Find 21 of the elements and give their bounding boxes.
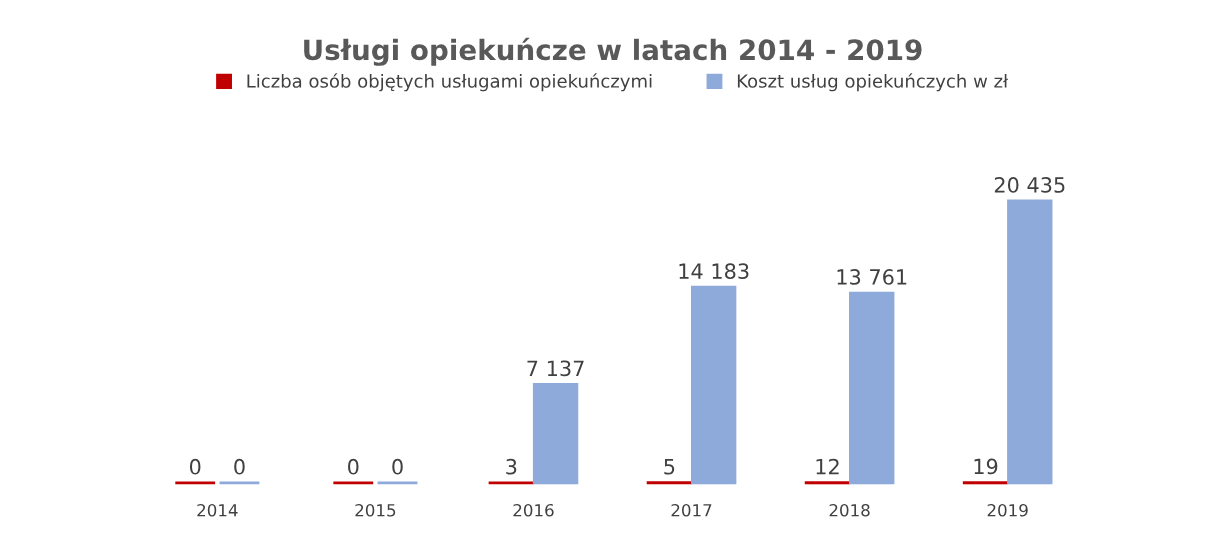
data-label: 13 761 bbox=[837, 269, 907, 285]
data-label: 0 bbox=[392, 458, 403, 475]
data-label: 7 137 bbox=[527, 360, 584, 377]
data-label: 3 bbox=[506, 458, 517, 475]
data-label: 14 183 bbox=[679, 263, 749, 280]
x-tick-label: 2017 bbox=[671, 503, 712, 517]
data-label: 0 bbox=[189, 458, 201, 475]
data-label: 5 bbox=[664, 459, 675, 475]
data-label: 20 435 bbox=[994, 177, 1065, 193]
x-tick-label: 2019 bbox=[987, 503, 1028, 517]
data-label: 0 bbox=[348, 458, 359, 475]
chart-title: Usługi opiekuńcze w latach 2014 - 2019 bbox=[304, 37, 922, 66]
legend-label: Koszt usług opiekuńczych w zł bbox=[737, 73, 1009, 92]
x-tick-label: 2016 bbox=[513, 503, 554, 517]
data-label: 19 bbox=[974, 458, 998, 475]
legend-label: Liczba osób objętych usługami opiekuńczymi bbox=[247, 73, 652, 92]
data-label: 0 bbox=[234, 458, 245, 475]
x-tick-label: 2015 bbox=[355, 503, 396, 517]
data-label: 12 bbox=[816, 458, 839, 475]
x-tick-label: 2014 bbox=[197, 503, 238, 517]
x-tick-label: 2018 bbox=[829, 503, 870, 517]
